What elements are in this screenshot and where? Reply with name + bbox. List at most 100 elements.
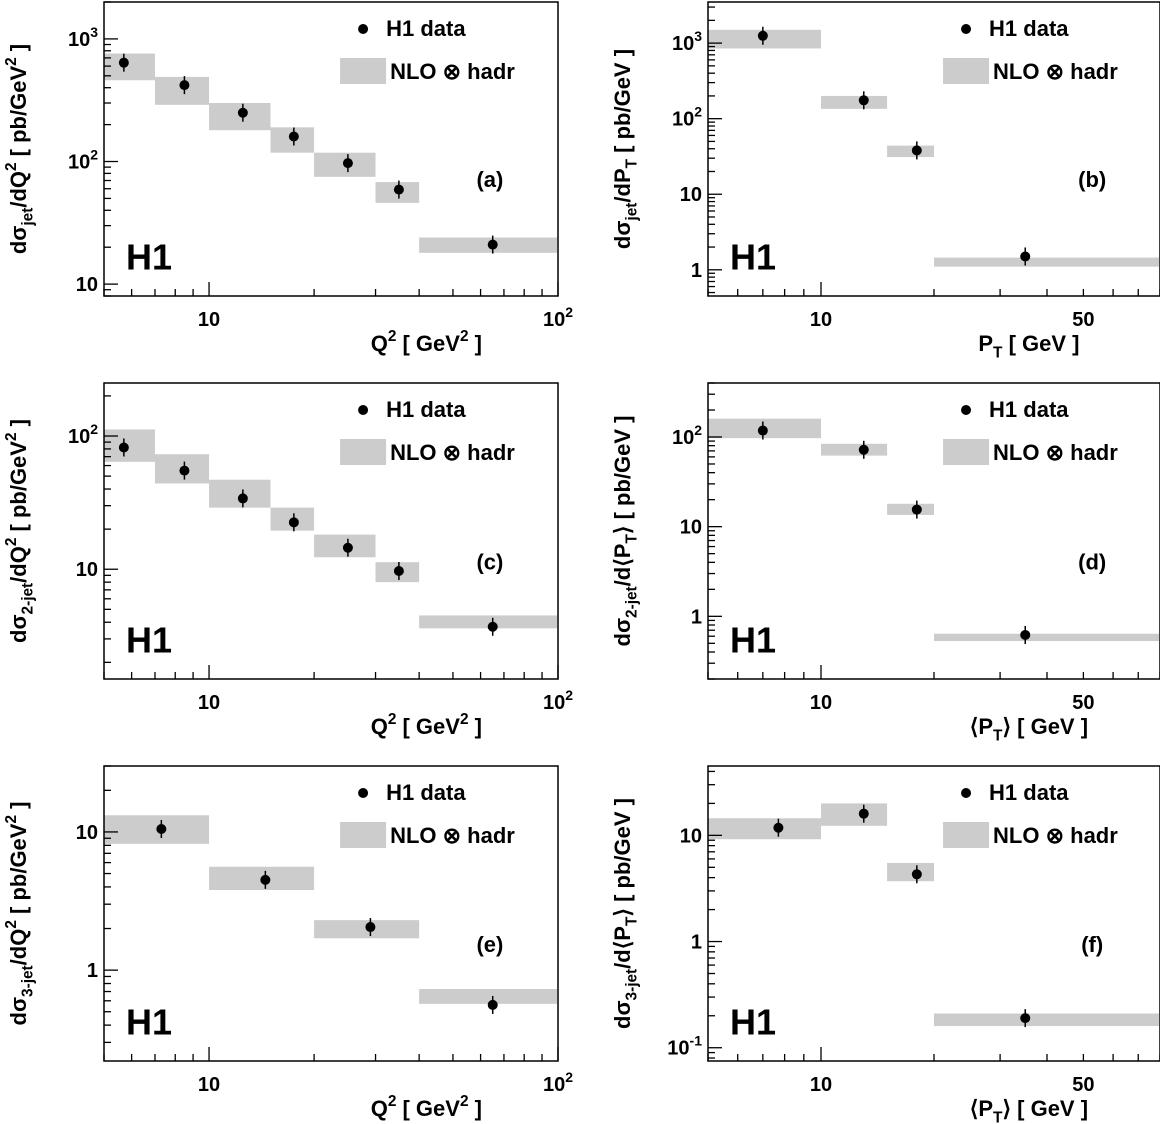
legend-marker-nlo (943, 439, 990, 465)
data-point (757, 425, 768, 436)
data-point (393, 184, 404, 195)
legend-label-data: H1 data (989, 397, 1069, 422)
data-point (858, 444, 869, 455)
y-tick-label: 102​ (672, 104, 702, 131)
data-point (342, 158, 353, 169)
panel-label: (b) (1078, 167, 1106, 192)
experiment-label: H1 (126, 1001, 172, 1042)
data-point (911, 145, 922, 156)
x-axis-title: Q2​ [ GeV2​ ] (371, 711, 482, 739)
y-tick-label: 10-1​ (667, 1033, 702, 1060)
y-axis-title: dσ2-jet​/d⟨PT​⟩ [ pb/GeV ] (610, 416, 641, 647)
y-tick-label: 102​ (68, 421, 98, 448)
legend-label-data: H1 data (386, 397, 466, 422)
data-point (487, 999, 498, 1010)
nlo-band (209, 479, 271, 508)
plot-frame (103, 765, 559, 1062)
chart-panel-f: 10 50 10-1​ 1 10 ⟨PT​⟩ [ GeV ] dσ3-jet​/d⟨PT​⟩… (610, 765, 1160, 1124)
data-point (365, 922, 376, 933)
y-tick-label: 102​ (672, 422, 702, 449)
data-point (858, 808, 869, 819)
legend-label-nlo: NLO ⊗ hadr (993, 440, 1118, 465)
data-point (858, 95, 869, 106)
data-point (911, 504, 922, 515)
data-point (179, 80, 190, 91)
panel-label: (f) (1081, 932, 1103, 957)
data-point (342, 542, 353, 553)
y-tick-label: 103​ (68, 24, 98, 51)
chart-panel-a: 10 102​ 10 102​ 103​ Q2​ [ GeV2​ ] dσjet​/dQ2​… (3, 1, 573, 356)
data-point (487, 239, 498, 250)
legend-marker-nlo (340, 439, 387, 465)
legend-marker-data (961, 788, 972, 798)
legend-marker-nlo (340, 58, 387, 84)
legend-label-nlo: NLO ⊗ hadr (993, 823, 1118, 848)
data-point (237, 107, 248, 118)
x-tick-label: 10 (810, 309, 832, 331)
x-tick-label: 102​ (543, 304, 573, 331)
nlo-band (419, 989, 557, 1004)
data-point (260, 874, 271, 885)
x-axis-title: PT​ [ GeV ] (978, 331, 1079, 362)
legend-label-data: H1 data (989, 780, 1069, 805)
nlo-band (104, 429, 155, 462)
x-tick-label: 10 (198, 692, 220, 714)
legend-marker-data (358, 24, 369, 34)
data-point (288, 131, 299, 142)
x-tick-label: 102​ (543, 1069, 573, 1096)
nlo-band (104, 53, 155, 81)
nlo-band (821, 95, 888, 109)
data-point (911, 869, 922, 880)
y-tick-label: 10 (680, 825, 702, 847)
chart-panel-d: 10 50 1 10 102​ ⟨PT​⟩ [ GeV ] dσ2-jet​/d⟨PT​⟩ … (610, 382, 1160, 745)
x-axis-title: ⟨PT​⟩ [ GeV ] (970, 714, 1088, 745)
x-tick-label: 10 (198, 1074, 220, 1096)
y-tick-label: 10 (76, 559, 98, 581)
nlo-band (887, 862, 934, 882)
legend-label-data: H1 data (386, 780, 466, 805)
data-point (179, 465, 190, 476)
legend-label-nlo: NLO ⊗ hadr (390, 59, 515, 84)
legend-marker-data (961, 405, 972, 415)
legend-marker-data (961, 24, 972, 34)
legend-label-nlo: NLO ⊗ hadr (390, 823, 515, 848)
chart-panel-c: 10 102​ 10 102​ Q2​ [ GeV2​ ] dσ2-jet​/dQ2​ [… (3, 382, 573, 739)
data-point (773, 822, 784, 833)
y-tick-label: 10 (680, 517, 702, 539)
y-axis-title: dσ3-jet​/d⟨PT​⟩ [ pb/GeV ] (610, 798, 641, 1029)
y-tick-label: 10 (76, 822, 98, 844)
data-point (757, 30, 768, 41)
legend-marker-data (358, 405, 369, 415)
experiment-label: H1 (730, 619, 776, 660)
chart-panel-b: 10 50 1 10 102​ 103​ PT​ [ GeV ] dσjet​/dPT​ [ … (610, 1, 1160, 362)
y-tick-label: 10 (76, 274, 98, 296)
nlo-band (821, 443, 888, 456)
data-point (118, 442, 129, 453)
data-point (288, 517, 299, 528)
y-tick-label: 1 (691, 606, 702, 628)
panel-label: (a) (476, 167, 503, 192)
data-point (1020, 1013, 1031, 1024)
legend-marker-nlo (340, 822, 387, 848)
nlo-band (419, 615, 557, 629)
legend-marker-nlo (943, 822, 990, 848)
x-tick-label: 50 (1072, 1074, 1094, 1096)
x-tick-label: 10 (198, 309, 220, 331)
experiment-label: H1 (126, 619, 172, 660)
data-point (393, 565, 404, 576)
x-axis-title: Q2​ [ GeV2​ ] (371, 328, 482, 356)
experiment-label: H1 (730, 237, 776, 278)
data-point (487, 621, 498, 632)
nlo-band (887, 503, 934, 515)
x-tick-label: 102​ (543, 687, 573, 714)
legend-marker-nlo (943, 58, 990, 84)
panel-label: (c) (476, 549, 503, 574)
plot-frame (103, 1, 559, 297)
y-axis-title: dσjet​/dQ2​ [ pb/GeV2​ ] (3, 44, 37, 254)
data-point (1020, 629, 1031, 640)
y-axis-title: dσ2-jet​/dQ2​ [ pb/GeV2​ ] (3, 419, 37, 643)
x-tick-label: 10 (810, 1074, 832, 1096)
data-point (237, 493, 248, 504)
legend-label-data: H1 data (989, 16, 1069, 41)
